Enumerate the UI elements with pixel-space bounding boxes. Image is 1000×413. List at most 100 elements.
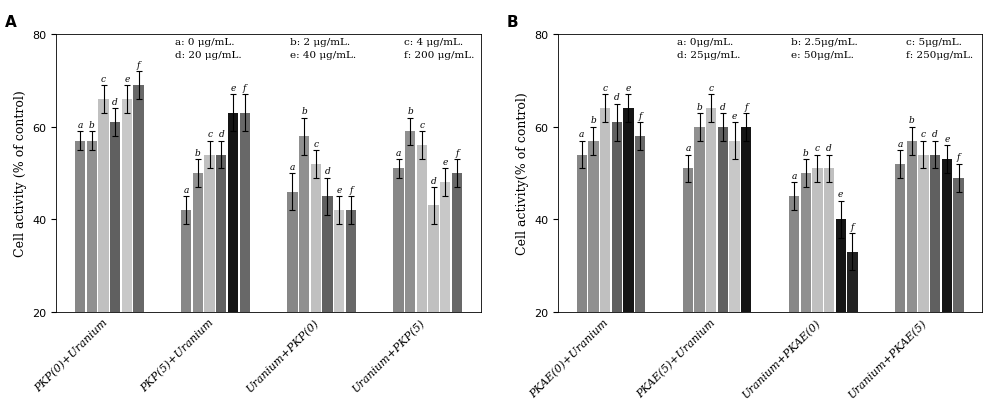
Text: d: d [218,130,224,139]
Text: f: f [455,149,459,157]
Y-axis label: Cell activity(% of control): Cell activity(% of control) [516,93,529,255]
Bar [346,211,356,312]
Bar [729,141,740,312]
Bar [240,114,250,312]
Text: c: 5μg/mL.
f: 250μg/mL.: c: 5μg/mL. f: 250μg/mL. [906,38,973,60]
Text: e: e [944,135,950,144]
Bar [216,155,226,312]
Text: f: f [851,222,854,231]
Bar [405,132,415,312]
Text: f: f [349,185,352,195]
Bar [635,137,645,312]
Text: b: b [803,149,809,157]
Text: e: e [838,190,843,199]
Bar [694,128,705,312]
Text: b: b [697,102,702,112]
Text: f: f [957,153,960,162]
Bar [847,252,858,312]
Text: a: a [77,121,83,130]
Bar [98,100,109,312]
Bar [706,109,716,312]
Bar [122,100,132,312]
Bar [228,114,238,312]
Bar [452,173,462,312]
Bar [87,141,97,312]
Text: b: 2 μg/mL.
e: 40 μg/mL.: b: 2 μg/mL. e: 40 μg/mL. [290,38,356,60]
Bar [299,137,309,312]
Text: f: f [137,61,140,70]
Text: f: f [243,84,246,93]
Bar [428,206,439,312]
Text: e: e [230,84,236,93]
Text: d: d [325,167,330,176]
Bar [287,192,298,312]
Text: d: d [112,98,118,107]
Bar [577,155,587,312]
Text: d: d [826,144,832,153]
Text: d: d [614,93,620,102]
Bar [836,220,846,312]
Bar [718,128,728,312]
Text: b: b [301,107,307,116]
Bar [801,173,811,312]
Text: a: a [791,171,797,180]
Text: a: a [685,144,691,153]
Text: c: c [101,75,106,84]
Bar [204,155,215,312]
Text: A: A [5,15,17,30]
Text: e: e [336,185,342,195]
Text: e: e [443,158,448,167]
Text: B: B [507,15,519,30]
Bar [683,169,693,312]
Bar [918,155,929,312]
Text: b: b [89,121,95,130]
Bar [789,197,799,312]
Bar [110,123,120,312]
Bar [812,169,823,312]
Bar [907,141,917,312]
Text: d: d [932,130,938,139]
Text: c: c [313,139,318,148]
Text: b: b [591,116,596,125]
Y-axis label: Cell activity (% of control): Cell activity (% of control) [14,90,27,257]
Bar [623,109,634,312]
Bar [311,164,321,312]
Text: c: c [921,130,926,139]
Text: c: c [419,121,424,130]
Text: f: f [638,112,642,121]
Text: a: a [579,130,584,139]
Text: c: c [207,130,212,139]
Text: a: a [184,185,189,195]
Text: f: f [745,102,748,112]
Text: e: e [124,75,130,84]
Bar [417,146,427,312]
Text: b: b [909,116,915,125]
Bar [181,211,191,312]
Text: d: d [431,176,436,185]
Text: b: 2.5μg/mL.
e: 50μg/mL.: b: 2.5μg/mL. e: 50μg/mL. [791,38,858,60]
Text: c: c [815,144,820,153]
Bar [953,178,964,312]
Bar [930,155,940,312]
Bar [133,86,144,312]
Bar [741,128,751,312]
Text: c: c [709,84,714,93]
Text: c: c [603,84,608,93]
Bar [322,197,333,312]
Text: a: a [290,162,295,171]
Text: d: d [720,102,726,112]
Text: b: b [195,149,201,157]
Text: a: 0μg/mL.
d: 25μg/mL.: a: 0μg/mL. d: 25μg/mL. [677,38,740,60]
Bar [75,141,85,312]
Text: a: a [396,149,401,157]
Bar [334,211,344,312]
Bar [824,169,834,312]
Bar [193,173,203,312]
Bar [895,164,905,312]
Text: a: 0 μg/mL.
d: 20 μg/mL.: a: 0 μg/mL. d: 20 μg/mL. [175,38,242,60]
Bar [440,183,450,312]
Text: a: a [897,139,903,148]
Bar [588,141,599,312]
Text: e: e [732,112,737,121]
Text: e: e [626,84,631,93]
